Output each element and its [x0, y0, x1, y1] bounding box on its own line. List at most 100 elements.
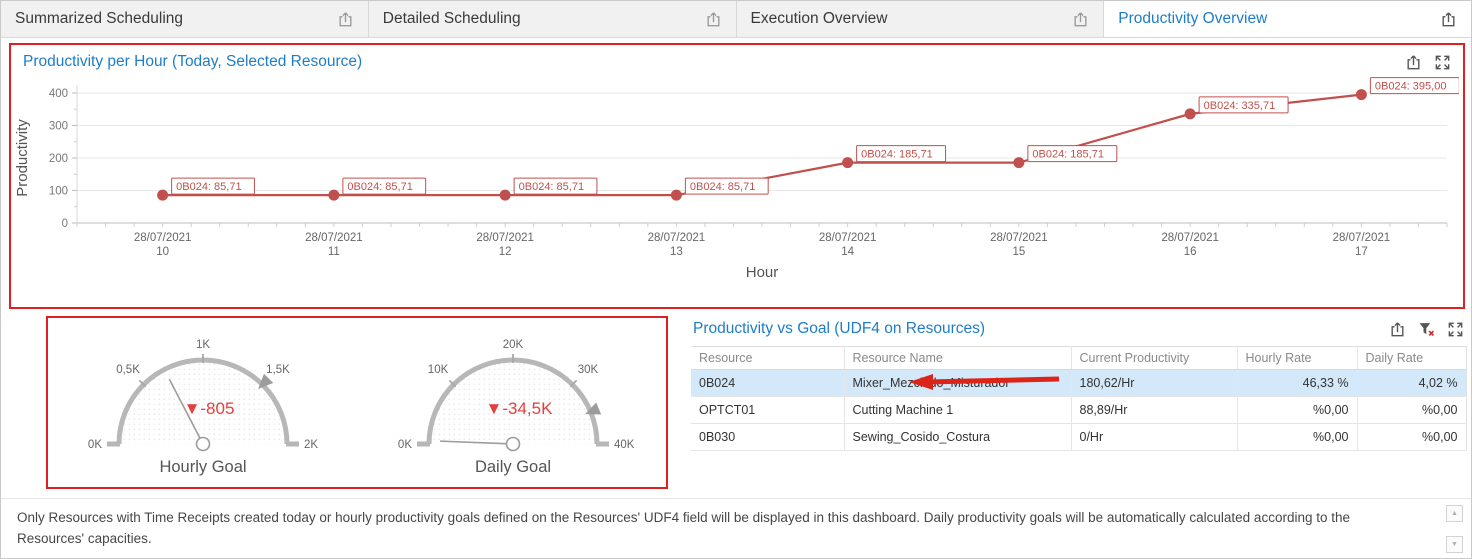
export-icon[interactable] [1389, 321, 1406, 338]
data-label: 0B024: 185,71 [856, 145, 947, 163]
svg-text:10: 10 [156, 246, 169, 258]
panel-title: Productivity vs Goal (UDF4 on Resources) [693, 320, 986, 337]
col-current-productivity[interactable]: Current Productivity [1071, 346, 1238, 370]
svg-text:28/07/2021: 28/07/2021 [648, 232, 706, 244]
cell-current-productivity[interactable]: 88,89/Hr [1071, 396, 1238, 424]
gauge-delta-value: ▼-34,5K [486, 399, 554, 418]
x-axis-labels: 28/07/2021 10 28/07/2021 11 28/07/2021 12 28/0… [134, 232, 1390, 281]
export-icon[interactable] [1405, 54, 1422, 71]
cell-daily-rate[interactable]: 4,02 % [1357, 369, 1467, 397]
gauge-tick-label: 20K [503, 339, 524, 351]
gauge-pivot [505, 436, 521, 452]
gauge-face [119, 360, 287, 444]
cell-current-productivity[interactable]: 180,62/Hr [1071, 369, 1238, 397]
svg-text:28/07/2021: 28/07/2021 [1161, 232, 1219, 244]
svg-text:28/07/2021: 28/07/2021 [305, 232, 363, 244]
gauge-needle[interactable] [168, 378, 204, 445]
cell-resource-name[interactable]: Cutting Machine 1 [844, 396, 1072, 424]
data-point[interactable] [1355, 89, 1367, 101]
dashboard-tabbar: Summarized Scheduling Detailed Schedulin… [1, 1, 1471, 38]
cell-resource-name[interactable]: Sewing_Cosido_Costura [844, 423, 1072, 451]
tab-productivity-overview[interactable]: Productivity Overview [1104, 1, 1471, 37]
svg-text:13: 13 [670, 246, 683, 258]
data-point[interactable] [670, 189, 682, 201]
svg-text:15: 15 [1012, 246, 1025, 258]
tab-label: Detailed Scheduling [382, 10, 521, 27]
panel-title: Productivity per Hour (Today, Selected R… [23, 53, 363, 70]
svg-text:200: 200 [49, 153, 68, 165]
tab-summarized-scheduling[interactable]: Summarized Scheduling [1, 1, 369, 37]
data-label: 0B024: 85,71 [171, 177, 255, 195]
gauge-svg: 0K 0,5K 1K 1,5K 2K ▼-805 Hourly Goal [88, 339, 318, 476]
svg-text:400: 400 [49, 88, 68, 100]
gauge-tick-label: 0K [398, 439, 412, 451]
data-point[interactable] [1013, 157, 1025, 169]
svg-text:17: 17 [1355, 246, 1368, 258]
data-point[interactable] [842, 157, 854, 169]
maximize-icon[interactable] [1447, 321, 1464, 338]
goals-gauges-panel: 0K 0,5K 1K 1,5K 2K ▼-805 Hourly Goal 0K 10K 20K 3… [46, 316, 668, 489]
col-resource-name[interactable]: Resource Name [844, 346, 1072, 370]
table-row[interactable]: 0B030 Sewing_Cosido_Costura 0/Hr %0,00 %… [691, 423, 1467, 451]
productivity-vs-goal-panel: Productivity vs Goal (UDF4 on Resources)… [691, 316, 1467, 491]
gauge-title: Hourly Goal [159, 458, 246, 476]
col-daily-rate[interactable]: Daily Rate [1357, 346, 1467, 370]
gauge-tick-label: 0K [88, 439, 102, 451]
col-resource[interactable]: Resource [691, 346, 845, 370]
svg-text:300: 300 [49, 121, 68, 133]
col-hourly-rate[interactable]: Hourly Rate [1237, 346, 1358, 370]
series-0B024: 0B024: 85,71 0B024: 85,71 0B024: 85,71 0B02… [157, 77, 1460, 201]
scroll-down-button[interactable]: ▼ [1446, 536, 1463, 553]
cell-daily-rate[interactable]: %0,00 [1357, 423, 1467, 451]
scroll-up-button[interactable]: ▲ [1446, 505, 1463, 522]
tab-execution-overview[interactable]: Execution Overview [736, 1, 1105, 37]
gauge-title: Daily Goal [475, 458, 551, 476]
tab-detailed-scheduling[interactable]: Detailed Scheduling [368, 1, 737, 37]
svg-text:28/07/2021: 28/07/2021 [134, 232, 192, 244]
gauge-tick-label: 30K [578, 364, 599, 376]
cell-hourly-rate[interactable]: %0,00 [1237, 396, 1358, 424]
export-icon[interactable] [1440, 11, 1457, 28]
productivity-per-hour-panel: Productivity per Hour (Today, Selected R… [9, 43, 1465, 309]
productivity-line-chart: 0 100 200 300 400 Productivity 28/07/2021 10 28/… [11, 73, 1463, 300]
tab-label: Summarized Scheduling [15, 10, 184, 27]
export-icon[interactable] [705, 11, 722, 28]
cell-resource[interactable]: OPTCT01 [691, 396, 845, 424]
svg-text:0: 0 [62, 218, 68, 230]
svg-text:14: 14 [841, 246, 854, 258]
export-icon[interactable] [337, 11, 354, 28]
gauge-tick-label: 40K [614, 439, 635, 451]
gauge-needle[interactable] [440, 440, 514, 445]
data-label: 0B024: 85,71 [342, 177, 427, 195]
cell-daily-rate[interactable]: %0,00 [1357, 396, 1467, 424]
data-point[interactable] [499, 189, 511, 201]
table-row[interactable]: 0B024 Mixer_Mezclado_Misturador 180,62/H… [691, 369, 1467, 397]
svg-text:28/07/2021: 28/07/2021 [990, 232, 1048, 244]
data-point[interactable] [157, 189, 169, 201]
svg-text:0B024: 185,71: 0B024: 185,71 [861, 149, 933, 161]
svg-text:0B024: 185,71: 0B024: 185,71 [1032, 149, 1104, 161]
data-point[interactable] [328, 189, 340, 201]
cell-hourly-rate[interactable]: %0,00 [1237, 423, 1358, 451]
data-point[interactable] [1184, 108, 1196, 120]
gauge-tick-label: 0,5K [116, 364, 140, 376]
cell-hourly-rate[interactable]: 46,33 % [1237, 369, 1358, 397]
cell-resource-name[interactable]: Mixer_Mezclado_Misturador [844, 369, 1072, 397]
svg-text:28/07/2021: 28/07/2021 [819, 232, 877, 244]
data-label: 0B024: 335,71 [1198, 96, 1289, 114]
cell-current-productivity[interactable]: 0/Hr [1071, 423, 1238, 451]
data-label: 0B024: 85,71 [684, 177, 769, 195]
table-row[interactable]: OPTCT01 Cutting Machine 1 88,89/Hr %0,00… [691, 396, 1467, 424]
gauge-pivot [195, 436, 211, 452]
export-icon[interactable] [1072, 11, 1089, 28]
gauge-tick-label: 1,5K [266, 364, 290, 376]
svg-text:0B024: 395,00: 0B024: 395,00 [1375, 81, 1447, 93]
maximize-icon[interactable] [1434, 54, 1451, 71]
gauge-target-marker [258, 373, 274, 389]
line-chart-svg: 0100200300400Productivity28/07/20211028/… [14, 77, 1460, 281]
gauge-face [429, 360, 597, 444]
clear-filter-icon[interactable] [1418, 321, 1435, 338]
cell-resource[interactable]: 0B024 [691, 369, 845, 397]
cell-resource[interactable]: 0B030 [691, 423, 845, 451]
